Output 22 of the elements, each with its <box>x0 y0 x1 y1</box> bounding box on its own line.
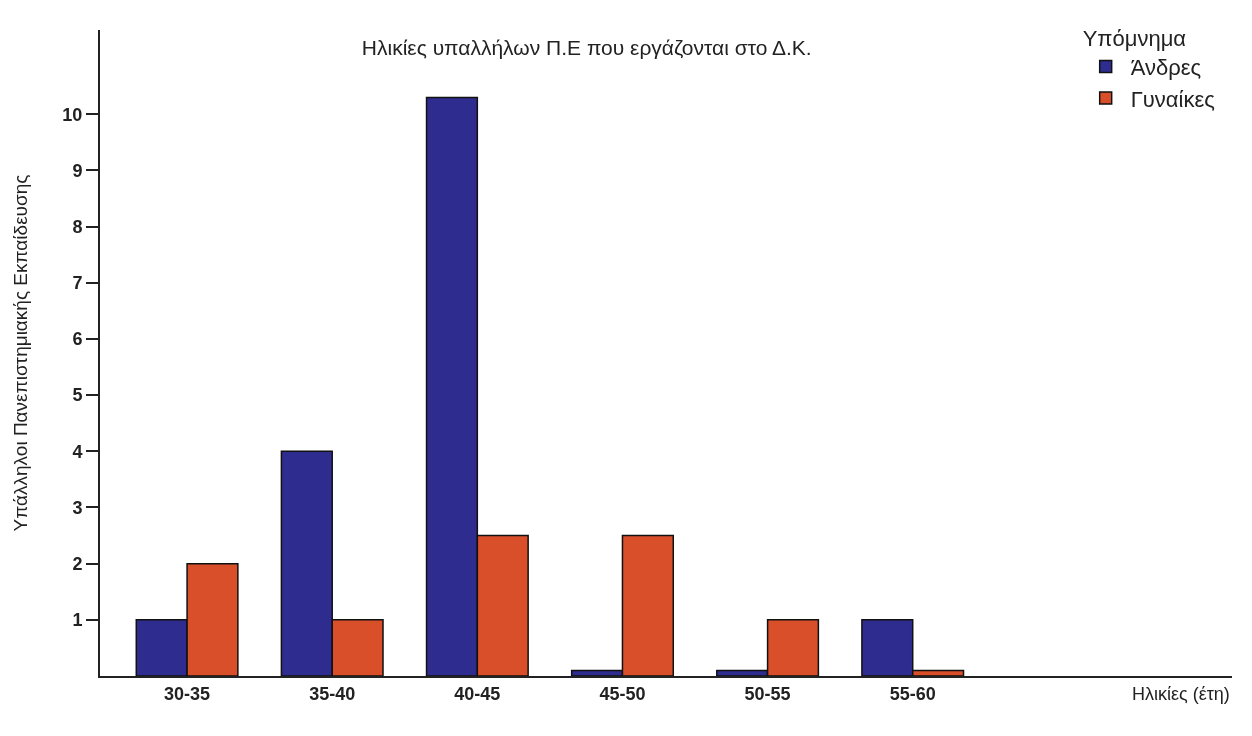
legend-label: Γυναίκες <box>1130 86 1215 112</box>
x-tick-label: 40-45 <box>454 683 501 704</box>
legend-title: Υπόμνημα <box>1082 25 1187 51</box>
y-tick-label: 2 <box>72 553 83 574</box>
y-tick-label: 9 <box>72 160 83 181</box>
y-tick-label: 6 <box>72 329 83 350</box>
x-tick-label: 55-60 <box>889 683 936 704</box>
y-tick-label: 1 <box>72 610 83 631</box>
y-tick-label: 10 <box>62 104 83 125</box>
y-tick-label: 3 <box>72 497 83 518</box>
x-tick-label: 45-50 <box>599 683 646 704</box>
x-tick-label: 35-40 <box>309 683 356 704</box>
legend-label: Άνδρες <box>1130 55 1202 81</box>
y-tick-label: 8 <box>72 216 83 237</box>
y-tick-label: 5 <box>72 385 83 406</box>
x-tick-label: 50-55 <box>744 683 791 704</box>
x-tick-label: 30-35 <box>164 683 211 704</box>
y-axis-title: Υπάλληλοι Πανεπιστημιακής Εκπαίδευσης <box>9 174 31 532</box>
text: Ηλικίες (έτη) <box>1132 684 1230 704</box>
y-tick-label: 4 <box>72 441 83 462</box>
chart-title: Ηλικίες υπαλλήλων Π.Ε που εργάζονται στο Δ.Κ. <box>361 36 812 60</box>
y-tick-label: 7 <box>72 273 83 294</box>
